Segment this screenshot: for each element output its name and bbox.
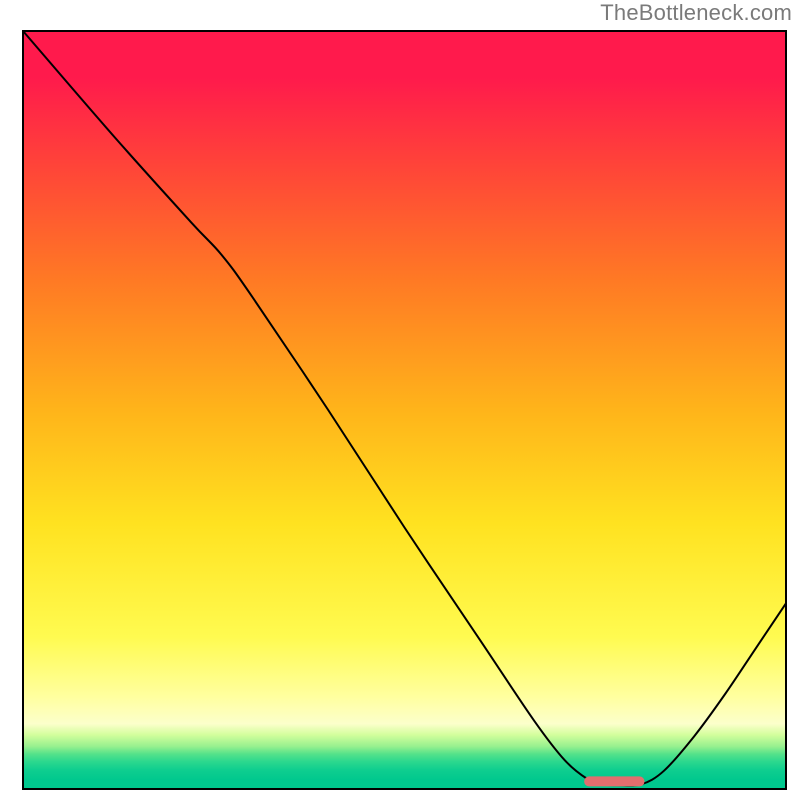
bottleneck-chart xyxy=(0,0,800,800)
gradient-background xyxy=(24,32,785,788)
